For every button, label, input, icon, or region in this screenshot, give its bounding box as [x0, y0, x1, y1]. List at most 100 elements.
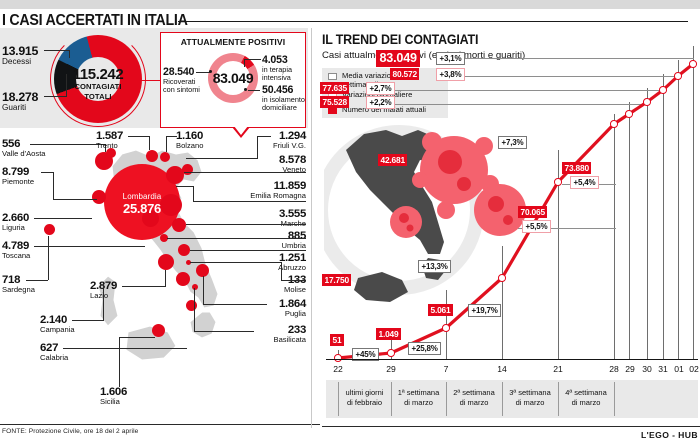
week-cell-3-line2: di marzo	[515, 397, 545, 407]
leader-piemonte-h2	[53, 199, 97, 200]
decorative-virus-blobs	[324, 125, 526, 302]
xlabel-29mar: 29	[625, 364, 635, 374]
xlabel-14: 14	[497, 364, 507, 374]
bubble-liguria	[92, 190, 106, 204]
leader-basilicata-v	[194, 288, 195, 332]
bubble-sicilia	[152, 324, 165, 337]
home-isolation-value: 50.456	[262, 84, 294, 96]
region-liguria: 2.660 Liguria	[2, 212, 29, 232]
week-band-strip	[326, 380, 698, 418]
leader-piemonte-v	[53, 172, 54, 200]
conn-70065	[518, 228, 616, 229]
region-sardegna-value: 718	[2, 274, 21, 286]
region-piemonte-name: Piemonte	[2, 177, 35, 186]
week-cell-3: 3ª settimana di marzo	[502, 382, 558, 416]
region-friuli-vg-value: 1.294	[278, 130, 306, 142]
deaths-stat: 13.915 Decessi	[2, 44, 38, 66]
value-badge-28: 70.065	[518, 206, 548, 218]
week-div-5	[614, 382, 615, 416]
bubble-calabria	[186, 300, 197, 311]
region-trento: 1.587 Trento	[96, 130, 123, 150]
leader-calabria	[63, 348, 187, 349]
region-valle-daosta: 556 Valle d'Aosta	[2, 138, 46, 158]
week-cell-0: ultimi giorni di febbraio	[338, 382, 391, 416]
week-div-0	[338, 382, 339, 416]
donut-to-box-connector	[141, 80, 161, 82]
datapoint-01	[674, 72, 682, 80]
region-trento-name: Trento	[96, 141, 118, 150]
week-cell-1-line1: 1ª settimana	[397, 388, 440, 397]
value-badge-30: 75.528	[320, 96, 350, 108]
value-badge-31: 77.635	[320, 82, 350, 94]
leader-sicilia-v	[119, 337, 120, 387]
credit-label: L'EGO - HUB	[640, 430, 698, 440]
region-molise: 133 Molise	[284, 274, 306, 294]
leader-puglia-h	[203, 304, 267, 305]
home-isolation-label-line2: domiciliare	[262, 103, 297, 113]
vtick-01	[678, 60, 679, 359]
icu-label-line1: in terapia	[262, 65, 293, 74]
deaths-leader-tick	[69, 50, 71, 58]
week-div-4	[558, 382, 559, 416]
pct-badge-30: +2,2%	[366, 96, 395, 109]
bubble-veneto	[166, 166, 184, 184]
hospitalized-leader-dot	[209, 70, 213, 74]
week-div-1	[391, 382, 392, 416]
trend-chart-plot: 83.049 +3,1% 80.572 +3,8% 77.635 +2,7% 7…	[318, 28, 700, 418]
bubble-abruzzo	[178, 244, 190, 256]
region-bolzano: 1.160 Bolzano	[176, 130, 203, 150]
week-cell-2: 2ª settimana di marzo	[446, 382, 502, 416]
leader-molise-v	[281, 262, 282, 280]
region-valle-daosta-value: 556	[2, 138, 21, 150]
vtick-31	[663, 74, 664, 359]
region-campania-name: Campania	[40, 325, 75, 334]
lombardia-value: 25.876	[123, 201, 161, 216]
bubble-lazio	[158, 254, 174, 270]
region-puglia: 1.864 Puglia	[279, 298, 306, 318]
source-text: FONTE: Protezione Civile, ore 18 del 2 a…	[2, 428, 139, 435]
week-cell-0-line2: di febbraio	[346, 397, 383, 407]
region-abruzzo-name: Abruzzo	[278, 263, 306, 272]
total-cases-label: CONTAGIATI TOTALI	[54, 82, 142, 101]
region-umbria: 885 Umbria	[282, 230, 307, 250]
region-campania: 2.140 Campania	[40, 314, 75, 334]
leader-emilia-v	[193, 186, 194, 202]
left-panel: 115.242 CONTAGIATI TOTALI 13.915 Decessi…	[0, 28, 308, 420]
vtick-28	[614, 114, 615, 359]
leader-emilia-h1	[176, 186, 194, 187]
region-marche-name: Marche	[279, 219, 306, 228]
recovered-label: Guariti	[2, 103, 27, 112]
region-piemonte: 8.799 Piemonte	[2, 166, 34, 186]
week-div-2	[446, 382, 447, 416]
conn-77635	[366, 90, 664, 91]
leader-piemonte-h1	[41, 172, 54, 173]
leader-liguria	[34, 218, 92, 219]
recovered-stat: 18.278 Guariti	[2, 90, 38, 112]
conn-83049	[436, 58, 694, 59]
region-emilia-romagna: 11.859 Emilia Romagna	[250, 180, 306, 200]
xlabel-28: 28	[609, 364, 619, 374]
leader-toscana	[34, 246, 145, 247]
leader-molise-h	[190, 262, 282, 263]
region-toscana-name: Toscana	[2, 251, 31, 260]
title-rule	[178, 21, 688, 23]
vtick-29mar	[629, 102, 630, 359]
region-friuli-vg: 1.294 Friuli V.G.	[273, 130, 306, 150]
region-calabria-value: 627	[40, 342, 59, 354]
leader-marche	[186, 224, 306, 225]
pct-badge-01: +3,8%	[436, 68, 465, 81]
home-isolation-label-line1: in isolamento	[262, 95, 305, 104]
datapoint-02	[689, 60, 697, 68]
datapoint-31	[659, 86, 667, 94]
xlabel-01: 01	[674, 364, 684, 374]
region-puglia-value: 1.864	[278, 298, 306, 310]
icu-stat: 4.053 in terapia intensiva	[262, 54, 292, 83]
pct-badge-22: +45%	[352, 348, 379, 361]
region-abruzzo-value: 1.251	[278, 252, 306, 264]
bubble-bolzano	[160, 152, 170, 162]
hospitalized-label-line2: con sintomi	[163, 85, 200, 95]
leader-trento-v	[149, 136, 150, 150]
bubble-emilia-romagna	[160, 194, 182, 216]
vtick-02	[693, 46, 694, 359]
home-isolation-leader	[248, 90, 260, 91]
